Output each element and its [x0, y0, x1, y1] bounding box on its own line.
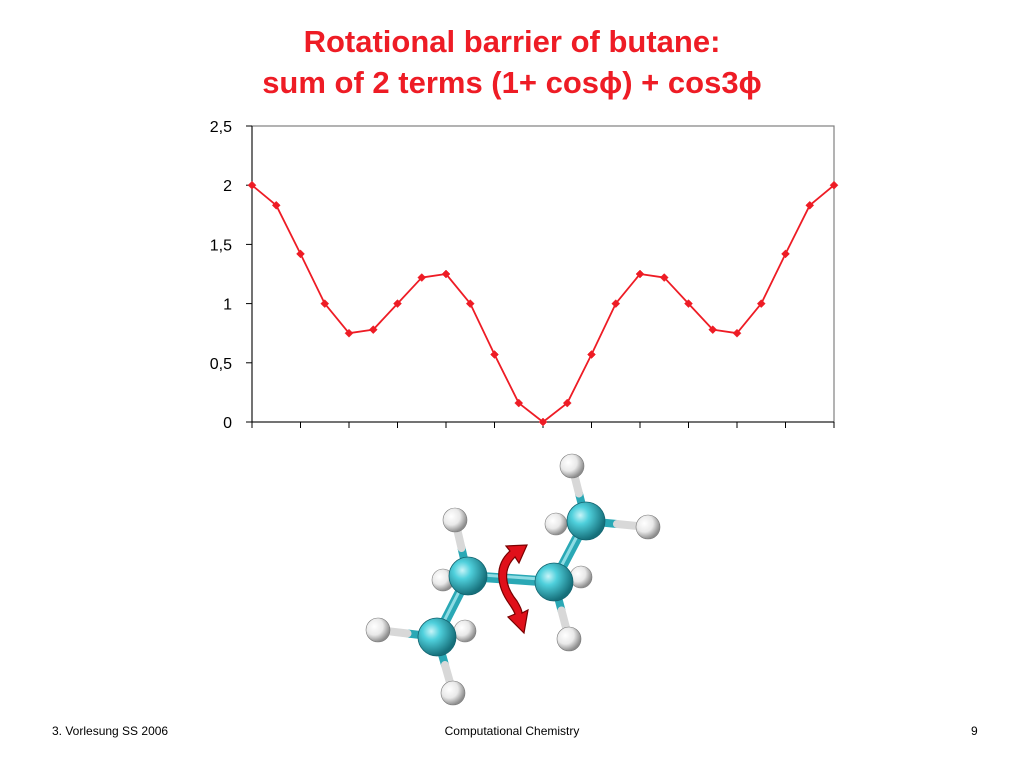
- y-tick-label: 2,5: [210, 119, 232, 136]
- atoms-front: [365, 453, 661, 706]
- carbon-atom: [448, 556, 488, 596]
- ch-bond-hydrogen-half: [613, 520, 652, 531]
- data-point: [781, 249, 790, 259]
- bond-highlight: [466, 572, 556, 582]
- data-point: [684, 299, 693, 308]
- data-point: [344, 328, 354, 338]
- hydrogen-atom: [442, 507, 468, 533]
- carbon-bond: [432, 571, 473, 642]
- plot-border: [251, 125, 835, 423]
- slide-title-line2: sum of 2 terms (1+ cosϕ) + cos3ϕ: [262, 65, 762, 100]
- carbon-bond: [463, 571, 559, 587]
- y-tick-label: 1,5: [210, 237, 232, 254]
- bond-highlight: [435, 572, 470, 637]
- y-tick-label: 0: [223, 415, 232, 432]
- bonds: [374, 462, 652, 697]
- data-point: [247, 180, 257, 190]
- data-point: [587, 350, 596, 359]
- y-axis: 0 0,5 1 1,5 2 2,5: [210, 119, 253, 432]
- hydrogen-atom: [556, 626, 582, 652]
- ch-bond-carbon-half: [567, 517, 590, 527]
- data-point: [441, 269, 451, 279]
- y-tick-label: 1: [223, 297, 232, 314]
- carbon-atom: [534, 562, 574, 602]
- data-point: [659, 273, 669, 282]
- data-point: [296, 249, 305, 259]
- ch-bond-hydrogen-half: [439, 574, 460, 584]
- y-tick-label: 2: [223, 178, 232, 195]
- hydrogen-atom: [559, 453, 585, 479]
- hydrogen-atom: [635, 514, 661, 540]
- ch-bond-carbon-half: [457, 544, 472, 580]
- ch-bond-hydrogen-half: [447, 627, 469, 638]
- atoms-back: [431, 512, 593, 643]
- hydrogen-atom: [453, 619, 477, 643]
- data-point: [562, 398, 572, 408]
- data-point: [271, 200, 281, 210]
- series-layer: [247, 180, 839, 427]
- data-point: [635, 269, 645, 279]
- data-point: [805, 200, 815, 210]
- ch-bond-hydrogen-half: [441, 661, 457, 697]
- ch-bond-carbon-half: [433, 633, 449, 669]
- ch-bond-carbon-half: [550, 575, 572, 586]
- y-tick-label: 0,5: [210, 356, 232, 373]
- data-point: [417, 273, 427, 282]
- ch-bond-carbon-half: [582, 517, 621, 528]
- ch-bond-hydrogen-half: [563, 573, 585, 584]
- data-point: [465, 299, 475, 308]
- ch-bond-hydrogen-half: [374, 626, 412, 638]
- slide-title-line1: Rotational barrier of butane:: [303, 24, 721, 59]
- hydrogen-atom: [440, 680, 466, 706]
- data-point: [514, 398, 524, 408]
- data-point: [320, 299, 330, 308]
- data-point: [368, 325, 378, 335]
- plot-area: [251, 125, 835, 423]
- data-point: [756, 299, 766, 308]
- hydrogen-atom: [569, 565, 593, 589]
- ch-bond-hydrogen-half: [557, 606, 573, 643]
- data-point: [538, 417, 548, 427]
- carbon-atom: [566, 501, 606, 541]
- footer-page-number: 9: [971, 724, 978, 738]
- energy-chart: 0 0,5 1 1,5 2 2,5: [210, 119, 839, 432]
- hydrogen-atom: [544, 512, 568, 536]
- hydrogen-atom: [431, 568, 455, 592]
- data-point: [732, 328, 742, 338]
- data-point: [708, 325, 718, 335]
- carbon-bond: [549, 516, 591, 587]
- ch-bond-carbon-half: [451, 572, 472, 582]
- rotation-arrow-icon: [498, 544, 529, 635]
- hydrogen-atom: [365, 617, 391, 643]
- data-point: [490, 350, 499, 359]
- footer-course: Computational Chemistry: [444, 724, 580, 738]
- ch-bond-hydrogen-half: [568, 462, 583, 498]
- bond-highlight: [552, 517, 588, 582]
- data-point: [829, 180, 839, 190]
- data-point: [393, 299, 402, 308]
- ch-bond-hydrogen-half: [552, 518, 575, 528]
- ch-bond-carbon-half: [550, 578, 566, 615]
- carbon-atom: [417, 617, 457, 657]
- footer-lecture: 3. Vorlesung SS 2006: [52, 724, 169, 738]
- series-line: [251, 184, 835, 423]
- ch-bond-carbon-half: [403, 629, 441, 641]
- ch-bond-hydrogen-half: [451, 516, 466, 552]
- ch-bond-carbon-half: [433, 630, 455, 641]
- ch-bond-carbon-half: [575, 489, 590, 525]
- data-point: [611, 299, 621, 308]
